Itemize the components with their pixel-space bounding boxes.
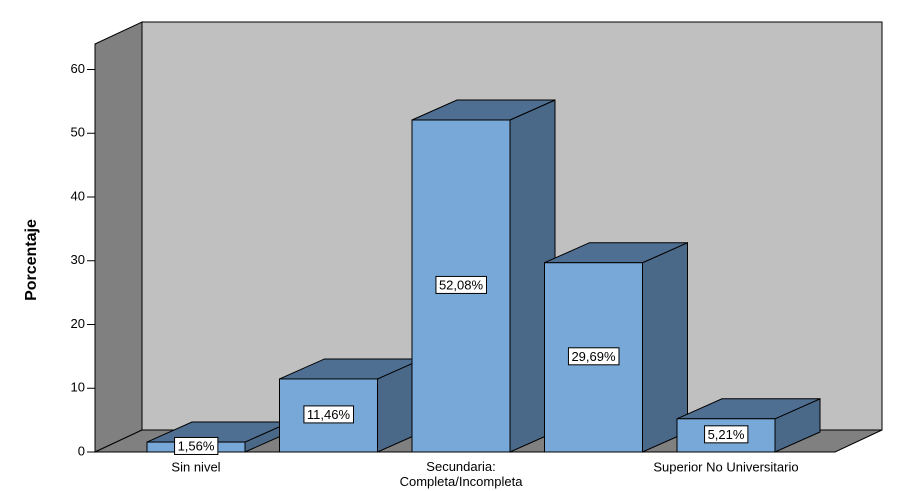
value-label-box	[435, 275, 487, 294]
y-tick-label: 20	[71, 316, 85, 331]
value-label-box	[704, 425, 749, 444]
value-label: 5,21%	[708, 427, 745, 442]
y-tick-label: 50	[71, 125, 85, 140]
value-label-box	[303, 405, 354, 424]
x-tick-label: Secundaria: Completa/Incompleta	[400, 459, 524, 489]
x-tick-label: Sin nivel	[171, 459, 220, 474]
y-tick-label: 40	[71, 188, 85, 203]
value-label-box	[567, 347, 620, 366]
y-tick-label: 30	[71, 252, 85, 267]
x-tick-label: Superior No Universitario	[653, 459, 798, 474]
value-label: 1,56%	[178, 438, 215, 453]
y-tick-label: 0	[78, 443, 85, 458]
y-tick-label: 60	[71, 61, 85, 76]
left-wall	[94, 21, 143, 453]
value-label: 11,46%	[307, 407, 351, 422]
value-label: 29,69%	[571, 349, 616, 364]
y-axis-label: Porcentaje	[23, 219, 40, 301]
y-tick-label: 10	[71, 380, 85, 395]
value-label-box	[174, 436, 219, 455]
value-label: 52,08%	[439, 277, 484, 292]
